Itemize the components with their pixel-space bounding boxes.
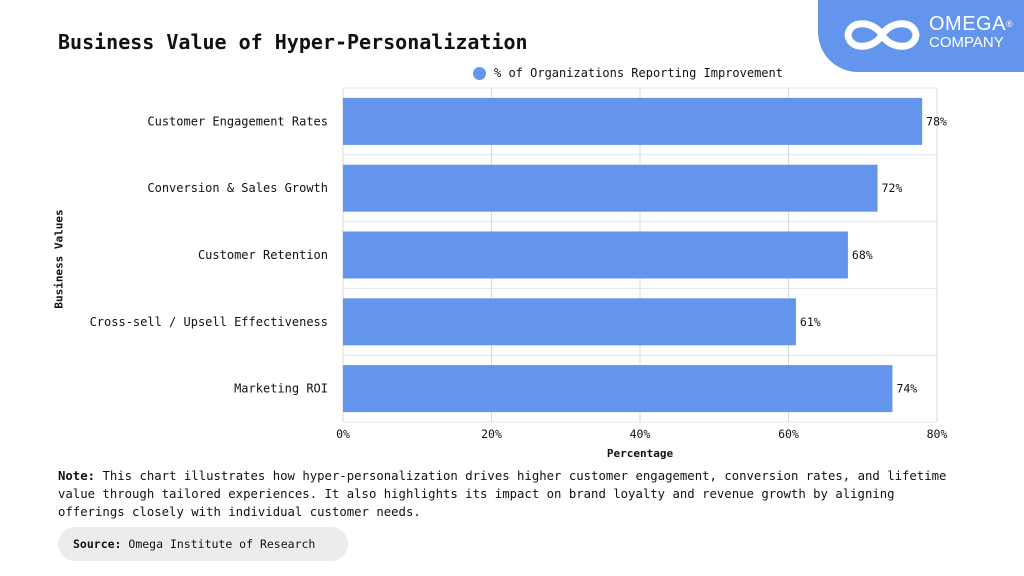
data-label: 68% <box>852 248 873 262</box>
legend-label: % of Organizations Reporting Improvement <box>494 66 783 80</box>
category-label: Cross-sell / Upsell Effectiveness <box>90 315 328 329</box>
y-axis-title: Business Values <box>52 209 66 309</box>
category-label: Customer Engagement Rates <box>147 114 328 128</box>
source-pill: Source: Omega Institute of Research <box>58 527 348 561</box>
logo-subtitle: COMPANY <box>929 34 1004 51</box>
logo-name: OMEGA <box>929 13 1006 35</box>
data-label: 74% <box>896 382 917 396</box>
company-logo: OMEGA® COMPANY <box>818 0 1024 72</box>
source-label: Source: <box>73 537 122 551</box>
bar <box>343 97 923 145</box>
bar <box>343 365 893 413</box>
x-tick-label: 60% <box>778 427 799 441</box>
bar <box>343 164 878 212</box>
x-tick-label: 0% <box>336 427 350 441</box>
legend-swatch <box>473 66 486 80</box>
x-tick-label: 80% <box>927 427 948 441</box>
bar <box>343 231 848 279</box>
x-tick-label: 20% <box>481 427 502 441</box>
x-tick-label: 40% <box>630 427 651 441</box>
category-label: Marketing ROI <box>234 382 328 396</box>
data-label: 78% <box>926 114 947 128</box>
chart-note: Note: This chart illustrates how hyper-p… <box>58 467 958 521</box>
bar <box>343 298 796 346</box>
chart-legend: % of Organizations Reporting Improvement <box>473 66 783 80</box>
x-axis-title: Percentage <box>606 447 674 460</box>
infinity-icon <box>844 20 920 50</box>
logo-registered-mark: ® <box>1005 19 1014 29</box>
note-label: Note: <box>58 469 96 483</box>
logo-wordmark: OMEGA® COMPANY <box>929 13 1014 51</box>
data-label: 72% <box>882 181 903 195</box>
data-label: 61% <box>800 315 821 329</box>
note-text: This chart illustrates how hyper-persona… <box>58 469 947 519</box>
source-text: Omega Institute of Research <box>128 537 316 551</box>
category-label: Customer Retention <box>198 248 328 262</box>
chart-title: Business Value of Hyper-Personalization <box>58 30 528 54</box>
category-label: Conversion & Sales Growth <box>147 181 328 195</box>
